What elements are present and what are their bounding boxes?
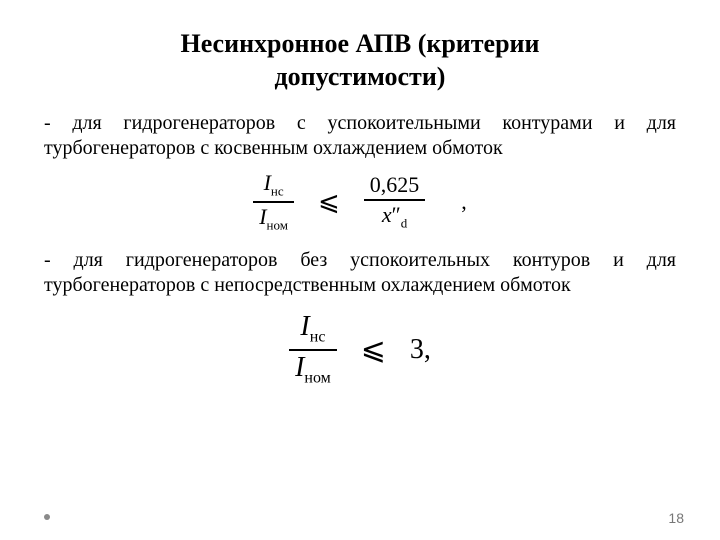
f1-rhs-num: 0,625: [364, 173, 426, 197]
decorative-bullet-icon: [44, 514, 50, 520]
f2-lhs-den-sub: ном: [304, 369, 330, 386]
f2-lhs-num-sub: нс: [310, 329, 326, 346]
formula-1-rhs: 0,625 x″d: [364, 173, 426, 231]
f1-rhs-den-primes: ″: [392, 202, 401, 227]
f1-rhs-den-sub: d: [401, 215, 408, 230]
f1-lhs-num-main: I: [264, 170, 271, 195]
f1-lhs-den-main: I: [259, 204, 266, 229]
paragraph-1: - для гидрогенераторов с успокоительными…: [44, 111, 676, 161]
f2-lhs-den-main: I: [295, 352, 304, 383]
formula-1: Iнс Iном ⩽ 0,625 x″d ,: [44, 171, 676, 232]
page-number: 18: [668, 510, 684, 526]
f2-rhs: 3,: [410, 334, 431, 366]
formula-2: Iнс Iном ⩽ 3,: [44, 312, 676, 386]
title-line-2: допустимости): [275, 62, 446, 91]
f1-operator: ⩽: [318, 187, 340, 217]
f2-lhs-num-main: I: [300, 311, 309, 342]
f1-lhs-num-sub: нс: [271, 183, 284, 198]
formula-1-lhs: Iнс Iном: [253, 171, 294, 232]
title-line-1: Несинхронное АПВ (критерии: [180, 29, 539, 58]
formula-2-lhs: Iнс Iном: [289, 312, 337, 386]
f1-tail: ,: [461, 189, 467, 215]
paragraph-2: - для гидрогенераторов без успокоительны…: [44, 248, 676, 298]
f1-rhs-den-main: x: [382, 202, 392, 227]
slide-title: Несинхронное АПВ (критерии допустимости): [44, 28, 676, 93]
slide: Несинхронное АПВ (критерии допустимости)…: [0, 0, 720, 540]
f1-lhs-den-sub: ном: [267, 217, 288, 232]
f2-operator: ⩽: [361, 332, 386, 367]
